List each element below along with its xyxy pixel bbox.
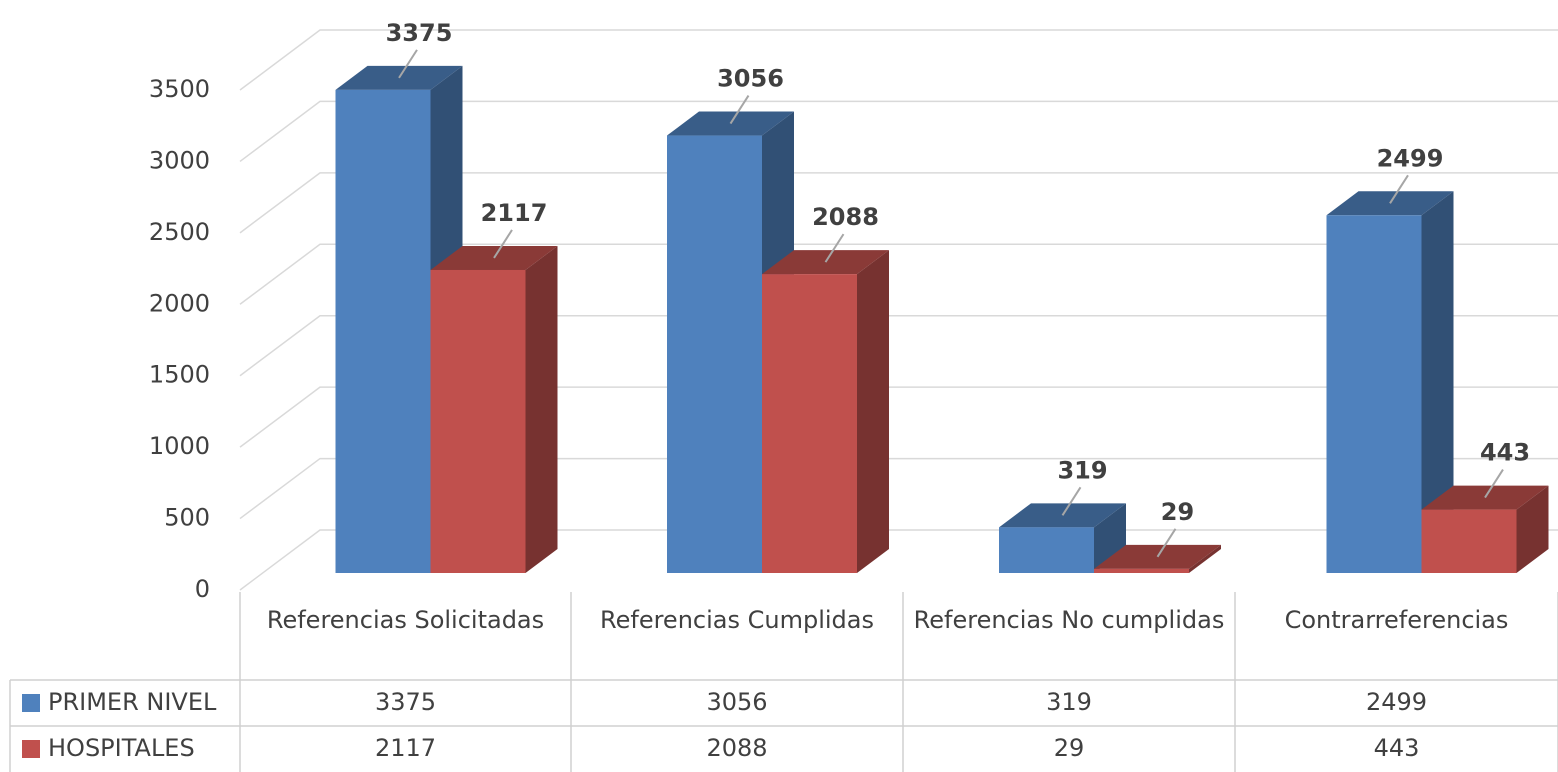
legend-swatch: [22, 694, 40, 712]
x-tick-label: Referencias Solicitadas: [245, 604, 566, 636]
y-tick-label: 1000: [149, 432, 210, 460]
table-cell: 3375: [375, 688, 436, 716]
value-label: 2117: [481, 199, 548, 227]
table-cell: 319: [1046, 688, 1092, 716]
bar-front: [667, 136, 762, 573]
value-label: 3375: [386, 19, 453, 47]
table-cell: 29: [1054, 734, 1085, 762]
x-tick-label: Referencias Cumplidas: [576, 604, 898, 636]
table-cell: 2088: [706, 734, 767, 762]
y-tick-label: 2500: [149, 218, 210, 246]
y-tick-label: 500: [164, 504, 210, 532]
legend-label: HOSPITALES: [48, 734, 195, 762]
value-label: 2499: [1377, 144, 1444, 172]
bar-front: [336, 90, 431, 573]
bar: [762, 250, 889, 573]
table-cell: 443: [1374, 734, 1420, 762]
bar: [431, 246, 558, 573]
legend-swatch: [22, 740, 40, 758]
y-tick-label: 1500: [149, 361, 210, 389]
table-cell: 3056: [706, 688, 767, 716]
x-tick-label-box: Contrarreferencias: [1240, 604, 1553, 680]
bar-side: [857, 250, 889, 573]
y-tick-label: 3500: [149, 75, 210, 103]
bar-front: [1327, 215, 1422, 573]
x-tick-label: Referencias No cumplidas: [908, 604, 1230, 636]
value-label: 443: [1480, 439, 1530, 467]
x-tick-label-box: Referencias Solicitadas: [245, 604, 566, 680]
bar-front: [431, 270, 526, 573]
value-label: 3056: [717, 65, 784, 93]
y-tick-label: 0: [195, 575, 210, 603]
x-tick-label: Contrarreferencias: [1240, 604, 1553, 636]
legend-label: PRIMER NIVEL: [48, 688, 217, 716]
bar-side: [526, 246, 558, 573]
y-tick-label: 2000: [149, 289, 210, 317]
bar-front: [762, 274, 857, 573]
bar-front: [1422, 510, 1517, 573]
bar-front: [1094, 569, 1189, 573]
bar-front: [999, 527, 1094, 573]
value-label: 319: [1057, 456, 1107, 484]
bar: [1422, 486, 1549, 573]
x-tick-label-box: Referencias No cumplidas: [908, 604, 1230, 680]
y-tick-label: 3000: [149, 146, 210, 174]
table-cell: 2117: [375, 734, 436, 762]
x-tick-label-box: Referencias Cumplidas: [576, 604, 898, 680]
table-cell: 2499: [1366, 688, 1427, 716]
value-label: 2088: [812, 203, 879, 231]
chart: 0 500 1000 1500 2000 2500 3000 3500 Referencias …: [0, 0, 1558, 772]
value-label: 29: [1161, 498, 1194, 526]
